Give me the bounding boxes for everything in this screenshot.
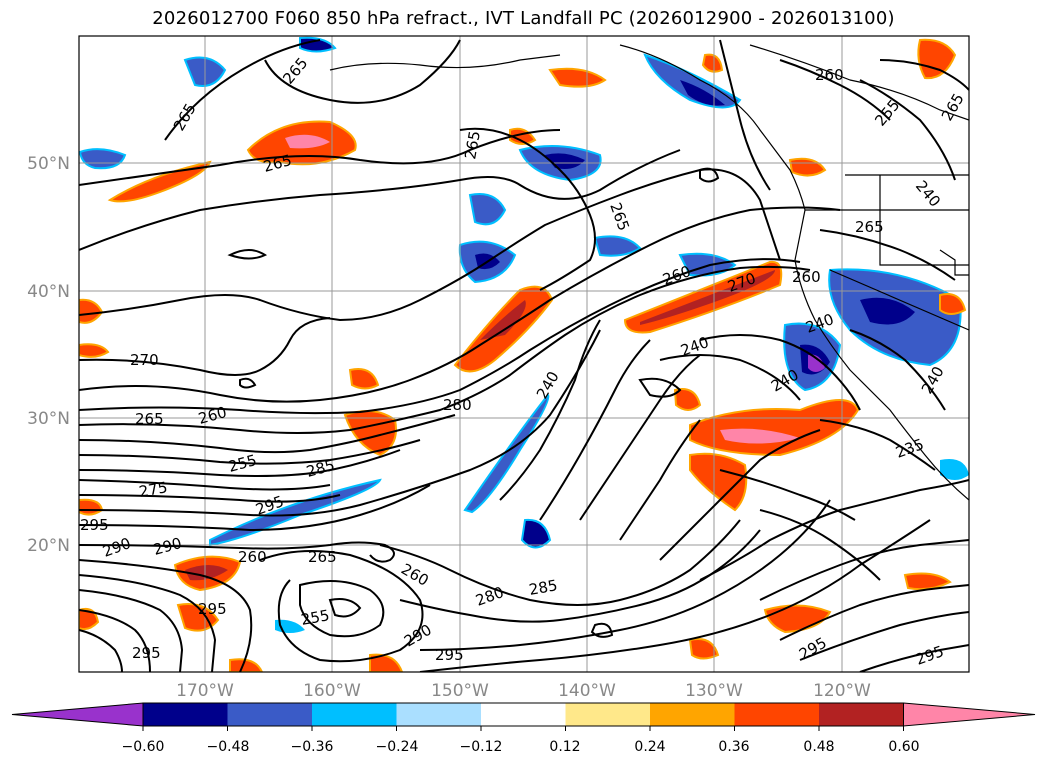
contour-label: 295 [132, 644, 161, 662]
colorbar-tick-label: −0.12 [460, 739, 503, 755]
colorbar-tick-label: 0.12 [549, 739, 580, 755]
colorbar-tick-label: −0.24 [376, 739, 419, 755]
colorbar-segments [11, 702, 1036, 731]
contour-label: 280 [443, 396, 472, 414]
colorbar-segment [312, 703, 397, 726]
contour-label: 265 [135, 410, 164, 428]
colorbar-tick-label: −0.60 [122, 739, 165, 755]
lon-label: 120°W [813, 681, 871, 701]
lon-label: 130°W [685, 681, 743, 701]
longitude-labels: 170°W 160°W 150°W 140°W 130°W 120°W [176, 681, 871, 701]
latitude-labels: 50°N 40°N 30°N 20°N [27, 154, 70, 556]
contour-label: 265 [855, 218, 884, 236]
colorbar-tick-label: 0.60 [888, 739, 919, 755]
colorbar-segment [396, 703, 482, 726]
contour-label: 265 [461, 129, 484, 160]
colorbar-frame [142, 702, 904, 727]
colorbar-segment [565, 703, 651, 726]
colorbar-tick-labels: −0.60 −0.48 −0.36 −0.24 −0.12 0.12 0.24 … [122, 739, 920, 755]
map-title: 2026012700 F060 850 hPa refract., IVT La… [152, 8, 895, 29]
colorbar-segment [650, 703, 735, 726]
contour-label: 265 [308, 548, 337, 566]
colorbar-tick-label: −0.48 [207, 739, 250, 755]
colorbar-tick-label: 0.24 [634, 739, 665, 755]
colorbar: −0.60 −0.48 −0.36 −0.24 −0.12 0.12 0.24 … [11, 702, 1036, 755]
colorbar-segment [819, 703, 904, 726]
colorbar-extend-high [903, 702, 1036, 727]
lat-label: 20°N [27, 536, 70, 556]
colorbar-segment [481, 703, 566, 726]
contour-lines [79, 39, 969, 672]
lat-label: 30°N [27, 409, 70, 429]
colorbar-segment [143, 703, 228, 726]
lon-label: 170°W [176, 681, 234, 701]
colorbar-tick-label: −0.36 [291, 739, 334, 755]
positive-anomaly-patches [79, 38, 967, 672]
colorbar-extend-low [11, 702, 144, 727]
lon-label: 140°W [558, 681, 616, 701]
lat-label: 40°N [27, 282, 70, 302]
contour-label: 270 [130, 351, 159, 369]
contour-label: 295 [435, 646, 464, 664]
contour-label: 285 [528, 576, 559, 599]
map-panel: 265 265 265 260 265 265 260 265 260 255 … [79, 36, 969, 672]
lon-label: 160°W [303, 681, 361, 701]
colorbar-segment [734, 703, 820, 726]
contour-label: 260 [792, 268, 821, 286]
contour-label: 275 [138, 478, 169, 501]
lat-label: 50°N [27, 154, 70, 174]
contour-label: 260 [815, 66, 844, 84]
contour-label: 260 [238, 548, 267, 566]
colorbar-tick-label: 0.36 [718, 739, 749, 755]
lon-label: 150°W [431, 681, 489, 701]
contour-label: 295 [80, 516, 109, 534]
contour-label: 255 [300, 606, 331, 629]
contour-label: 295 [198, 600, 227, 618]
colorbar-tick-label: 0.48 [803, 739, 834, 755]
map-frame [78, 35, 970, 673]
colorbar-segment [227, 703, 313, 726]
